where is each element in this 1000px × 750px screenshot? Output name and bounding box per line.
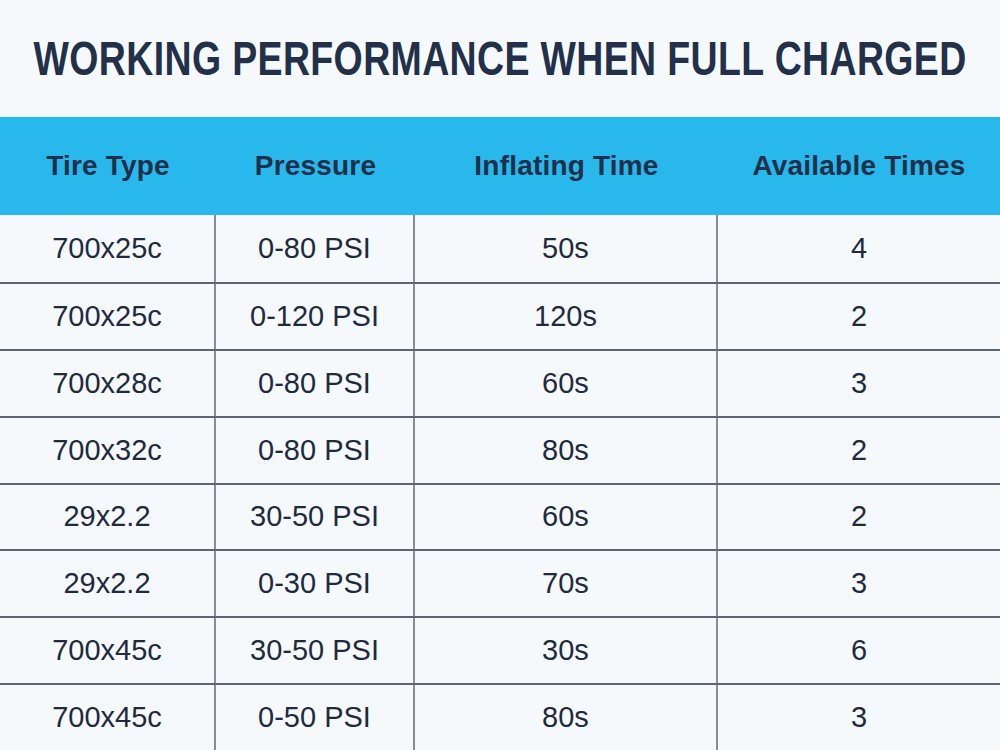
cell-pressure: 0-50 PSI: [216, 685, 415, 750]
cell-tire-type: 700x25c: [0, 215, 216, 282]
cell-available-times: 4: [718, 215, 1000, 282]
header-cell-available-times: Available Times: [718, 117, 1000, 215]
cell-tire-type: 700x45c: [0, 618, 216, 683]
cell-inflating-time: 80s: [415, 685, 718, 750]
cell-available-times: 2: [718, 284, 1000, 349]
cell-available-times: 3: [718, 551, 1000, 616]
cell-inflating-time: 60s: [415, 485, 718, 550]
cell-tire-type: 29x2.2: [0, 485, 216, 550]
cell-available-times: 3: [718, 685, 1000, 750]
table-row: 700x25c 0-120 PSI 120s 2: [0, 282, 1000, 349]
cell-inflating-time: 120s: [415, 284, 718, 349]
cell-tire-type: 700x25c: [0, 284, 216, 349]
table-row: 29x2.2 30-50 PSI 60s 2: [0, 483, 1000, 550]
cell-available-times: 2: [718, 485, 1000, 550]
cell-pressure: 0-80 PSI: [216, 215, 415, 282]
cell-inflating-time: 60s: [415, 351, 718, 416]
cell-tire-type: 700x28c: [0, 351, 216, 416]
cell-pressure: 30-50 PSI: [216, 485, 415, 550]
table-row: 700x32c 0-80 PSI 80s 2: [0, 416, 1000, 483]
header-cell-tire-type: Tire Type: [0, 117, 216, 215]
header-cell-inflating-time: Inflating Time: [415, 117, 718, 215]
page-title: WORKING PERFORMANCE WHEN FULL CHARGED: [33, 31, 966, 86]
table-row: 700x45c 0-50 PSI 80s 3: [0, 683, 1000, 750]
table-row: 700x45c 30-50 PSI 30s 6: [0, 616, 1000, 683]
cell-available-times: 2: [718, 418, 1000, 483]
cell-inflating-time: 50s: [415, 215, 718, 282]
cell-pressure: 0-30 PSI: [216, 551, 415, 616]
cell-pressure: 0-80 PSI: [216, 351, 415, 416]
cell-pressure: 0-80 PSI: [216, 418, 415, 483]
table-row: 700x25c 0-80 PSI 50s 4: [0, 215, 1000, 282]
cell-tire-type: 700x32c: [0, 418, 216, 483]
title-bar: WORKING PERFORMANCE WHEN FULL CHARGED: [0, 0, 1000, 117]
table-header-row: Tire Type Pressure Inflating Time Availa…: [0, 117, 1000, 215]
header-cell-pressure: Pressure: [216, 117, 415, 215]
cell-tire-type: 29x2.2: [0, 551, 216, 616]
cell-tire-type: 700x45c: [0, 685, 216, 750]
cell-available-times: 6: [718, 618, 1000, 683]
table-body: 700x25c 0-80 PSI 50s 4 700x25c 0-120 PSI…: [0, 215, 1000, 750]
table-row: 29x2.2 0-30 PSI 70s 3: [0, 549, 1000, 616]
table-row: 700x28c 0-80 PSI 60s 3: [0, 349, 1000, 416]
cell-pressure: 30-50 PSI: [216, 618, 415, 683]
cell-inflating-time: 80s: [415, 418, 718, 483]
cell-inflating-time: 70s: [415, 551, 718, 616]
cell-inflating-time: 30s: [415, 618, 718, 683]
cell-available-times: 3: [718, 351, 1000, 416]
cell-pressure: 0-120 PSI: [216, 284, 415, 349]
